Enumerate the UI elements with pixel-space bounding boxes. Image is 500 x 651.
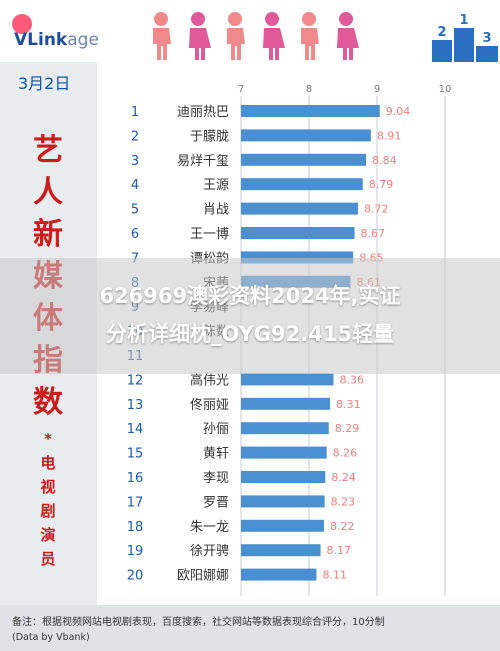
side-subtitle-char: 剧 bbox=[40, 502, 55, 520]
value-label: 8.31 bbox=[336, 398, 361, 411]
rank-label: 4 bbox=[131, 178, 139, 193]
name-label: 黄轩 bbox=[203, 447, 229, 462]
value-label: 8.84 bbox=[372, 154, 397, 167]
side-title-char: 艺 bbox=[33, 133, 63, 168]
name-label: 佟丽娅 bbox=[190, 397, 229, 413]
rank-label: 18 bbox=[127, 520, 144, 535]
overlay-banner: 626969澳彩资料2024年,实证 分析详细枕_OYG92.415轻量 bbox=[0, 258, 500, 374]
x-tick-label: 8 bbox=[306, 84, 312, 95]
value-label: 8.11 bbox=[322, 569, 347, 582]
name-label: 肖战 bbox=[203, 203, 229, 218]
name-label: 欧阳娜娜 bbox=[177, 569, 229, 584]
footer-note: 备注：根据视频网站电视剧表现，百度搜索，社交网站等数据表现综合评分，10分制 bbox=[12, 617, 385, 628]
name-label: 王一博 bbox=[190, 227, 229, 242]
value-label: 8.23 bbox=[331, 495, 356, 508]
bar bbox=[241, 202, 358, 215]
person-icon bbox=[337, 12, 359, 60]
x-tick-label: 10 bbox=[439, 84, 452, 95]
rank-label: 12 bbox=[127, 373, 144, 388]
value-label: 8.67 bbox=[361, 227, 386, 240]
podium-icon: 2 1 3 bbox=[432, 13, 498, 62]
bar bbox=[241, 397, 331, 410]
bar bbox=[241, 446, 327, 459]
name-label: 徐开骋 bbox=[190, 544, 229, 559]
rank-label: 15 bbox=[127, 447, 144, 462]
name-label: 迪丽热巴 bbox=[177, 105, 229, 120]
bar bbox=[241, 519, 324, 532]
bar bbox=[241, 568, 317, 581]
name-label: 孙俪 bbox=[203, 422, 229, 437]
side-title-char: 人 bbox=[33, 175, 63, 210]
bar bbox=[241, 105, 380, 117]
value-label: 9.04 bbox=[386, 105, 411, 118]
x-tick-label: 9 bbox=[374, 84, 380, 95]
chart: 7 8 9 10 1 迪丽热巴 9.04 2 于朦胧 8.91 3 易烊千玺 8.84 4 王源 8.79 5 肖… bbox=[97, 62, 500, 602]
svg-text:1: 1 bbox=[459, 13, 468, 28]
name-label: 朱一龙 bbox=[190, 520, 229, 535]
header: VLinkage 2 1 3 bbox=[0, 0, 500, 62]
side-subtitle-char: 视 bbox=[40, 478, 55, 496]
bar bbox=[241, 422, 329, 435]
bar bbox=[241, 495, 325, 508]
rank-label: 1 bbox=[131, 105, 139, 120]
name-label: 易烊千玺 bbox=[177, 154, 229, 169]
date-label: 3月2日 bbox=[18, 74, 71, 93]
side-subtitle-char: 电 bbox=[40, 454, 55, 472]
name-label: 李现 bbox=[203, 471, 229, 486]
rank-label: 6 bbox=[131, 227, 139, 242]
value-label: 8.36 bbox=[339, 373, 364, 386]
bar bbox=[241, 227, 355, 239]
bar-chart: 7 8 9 10 1 迪丽热巴 9.04 2 于朦胧 8.91 3 易烊千玺 8.84 4 王源 8.79 5 肖… bbox=[127, 84, 452, 596]
rank-label: 20 bbox=[127, 569, 144, 584]
value-label: 8.26 bbox=[333, 447, 358, 460]
value-label: 8.29 bbox=[335, 422, 360, 435]
bar bbox=[241, 178, 363, 191]
rank-label: 19 bbox=[127, 544, 144, 559]
rank-label: 14 bbox=[127, 422, 144, 437]
person-icon bbox=[263, 12, 285, 60]
bar bbox=[241, 471, 326, 483]
rank-label: 16 bbox=[127, 471, 144, 486]
rank-label: 17 bbox=[127, 495, 144, 510]
logo-text: VLinkage bbox=[14, 30, 99, 50]
name-label: 于朦胧 bbox=[190, 129, 229, 144]
person-icon bbox=[301, 12, 319, 60]
x-tick-label: 7 bbox=[238, 84, 244, 95]
svg-text:3: 3 bbox=[482, 31, 491, 46]
person-icon bbox=[227, 12, 245, 60]
value-label: 8.72 bbox=[364, 203, 389, 216]
person-icon bbox=[153, 12, 171, 60]
rank-label: 13 bbox=[127, 398, 144, 413]
value-label: 8.79 bbox=[369, 178, 394, 191]
person-icon bbox=[189, 12, 211, 60]
name-label: 高伟光 bbox=[190, 372, 229, 388]
people-icons bbox=[153, 12, 359, 60]
rank-label: 3 bbox=[131, 154, 139, 169]
footer: 备注：根据视频网站电视剧表现，百度搜索，社交网站等数据表现综合评分，10分制 (… bbox=[0, 605, 500, 651]
value-label: 8.22 bbox=[330, 520, 355, 533]
name-label: 王源 bbox=[203, 178, 229, 193]
bar bbox=[241, 129, 371, 142]
side-subtitle-char: 演 bbox=[40, 526, 55, 544]
overlay-line-2: 分析详细枕_OYG92.415轻量 bbox=[105, 322, 395, 346]
side-title-char: 数 bbox=[33, 385, 64, 420]
bar bbox=[241, 544, 321, 557]
value-label: 8.17 bbox=[327, 544, 352, 557]
rank-label: 5 bbox=[131, 203, 139, 218]
value-label: 8.24 bbox=[331, 471, 356, 484]
side-title-char: 新 bbox=[33, 217, 63, 252]
value-label: 8.91 bbox=[377, 129, 402, 142]
rank-label: 2 bbox=[131, 129, 139, 144]
name-label: 罗晋 bbox=[203, 495, 229, 510]
side-subtitle-char: 员 bbox=[40, 550, 55, 568]
bar bbox=[241, 153, 367, 166]
svg-text:2: 2 bbox=[437, 25, 446, 40]
footer-source: (Data by Vbank) bbox=[12, 632, 90, 643]
overlay-line-1: 626969澳彩资料2024年,实证 bbox=[99, 284, 401, 308]
side-subtitle-char: * bbox=[44, 430, 52, 448]
bar bbox=[241, 373, 334, 386]
logo-badge-icon bbox=[12, 14, 32, 34]
